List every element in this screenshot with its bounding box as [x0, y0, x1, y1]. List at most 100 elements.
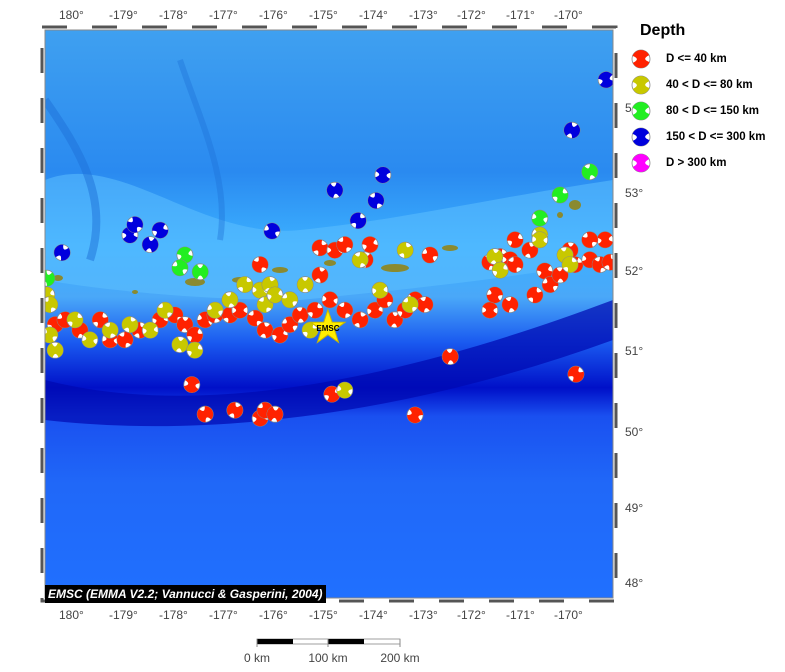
lon-tick-label: -170°: [554, 608, 583, 622]
focal-mechanism: [101, 321, 119, 339]
focal-mechanism: [563, 121, 581, 139]
focal-mechanism: [256, 321, 274, 339]
focal-mechanism: [156, 301, 174, 319]
lon-tick-label: -174°: [359, 8, 388, 22]
lon-tick-label: -174°: [359, 608, 388, 622]
focal-mechanism: [176, 246, 194, 264]
focal-mechanism: [236, 276, 254, 294]
legend-item: 80 < D <= 150 km: [630, 98, 765, 124]
epicenter-label: EMSC: [316, 324, 339, 333]
legend-item: 40 < D <= 80 km: [630, 72, 765, 98]
lon-tick-label: -175°: [309, 608, 338, 622]
focal-mechanism: [226, 401, 244, 419]
legend-title: Depth: [640, 22, 686, 39]
focal-mechanism: [251, 256, 269, 274]
focal-mechanism: [206, 301, 224, 319]
focal-mechanism: [321, 291, 339, 309]
legend-item: D <= 40 km: [630, 46, 765, 72]
lon-tick-label: -170°: [554, 8, 583, 22]
focal-mechanism: [271, 326, 289, 344]
focal-mechanism: [366, 301, 384, 319]
depth-legend: Depth D <= 40 km 40 < D <= 80 km 80 < D <=…: [630, 22, 765, 176]
focal-mechanism: [336, 381, 354, 399]
focal-mechanism: [531, 231, 549, 249]
focal-mechanism: [326, 181, 344, 199]
focal-mechanism: [81, 331, 99, 349]
focal-mechanism: [336, 236, 354, 254]
lat-tick-label: 48°: [625, 576, 644, 590]
lon-tick-label: -177°: [209, 608, 238, 622]
focal-mechanism: [45, 269, 56, 287]
focal-mechanism: [296, 276, 314, 294]
focal-mechanism: [311, 239, 329, 257]
legend-beachball-icon: [631, 49, 651, 69]
focal-mechanism: [416, 296, 434, 314]
lat-tick-label: 51°: [625, 344, 644, 358]
focal-mechanism: [367, 192, 385, 210]
focal-mechanism: [246, 309, 264, 327]
focal-mechanism: [506, 256, 524, 274]
lon-tick-label: -179°: [109, 608, 138, 622]
focal-mechanism: [374, 166, 392, 184]
focal-mechanism: [266, 286, 284, 304]
focal-mechanism: [351, 251, 369, 269]
focal-mechanism: [46, 341, 64, 359]
scale-bar: [256, 638, 401, 647]
focal-mechanism: [506, 231, 524, 249]
focal-mechanism: [406, 406, 424, 424]
lon-tick-label: -178°: [159, 8, 188, 22]
focal-mechanism: [501, 296, 519, 314]
focal-mechanism: [531, 209, 549, 227]
focal-mechanism: [486, 248, 504, 266]
focal-mechanism: [196, 405, 214, 423]
focal-mechanism: [596, 231, 613, 249]
lat-tick-label: 49°: [625, 501, 644, 515]
legend-beachball-icon: [631, 101, 651, 121]
focal-mechanism: [351, 311, 369, 329]
focal-mechanism: [349, 212, 367, 230]
focal-mechanism: [491, 261, 509, 279]
focal-mechanism: [116, 331, 134, 349]
focal-mechanism: [281, 316, 299, 334]
focal-mechanism: [186, 341, 204, 359]
lon-tick-label: -171°: [506, 608, 535, 622]
bathymetry: EMSC: [45, 30, 613, 598]
epicenter-star[interactable]: EMSC: [309, 308, 347, 344]
lon-tick-label: -179°: [109, 8, 138, 22]
focal-mechanism: [171, 336, 189, 354]
legend-label: 80 < D <= 150 km: [666, 105, 760, 117]
focal-mechanism: [291, 306, 309, 324]
focal-mechanism: [141, 236, 159, 254]
lon-tick-label: -173°: [409, 8, 438, 22]
focal-mechanism: [526, 286, 544, 304]
lon-tick-label: -172°: [457, 608, 486, 622]
legend-beachball-icon: [631, 127, 651, 147]
lon-tick-label: 180°: [59, 8, 84, 22]
focal-mechanism: [53, 244, 71, 262]
focal-mechanism: [486, 286, 504, 304]
focal-mechanism: [141, 321, 159, 339]
lon-tick-label: -175°: [309, 8, 338, 22]
focal-mechanism: [597, 71, 613, 89]
focal-mechanism: [183, 376, 201, 394]
focal-mechanism: [121, 316, 139, 334]
lat-tick-label: 52°: [625, 264, 644, 278]
lon-tick-label: -171°: [506, 8, 535, 22]
focal-mechanism: [396, 241, 414, 259]
map-frame-ticks: [40, 25, 618, 603]
lat-tick-label: 50°: [625, 425, 644, 439]
focal-mechanism: [231, 301, 249, 319]
attribution: EMSC (EMMA V2.2; Vannucci & Gasperini, 2…: [45, 585, 326, 603]
focal-mechanism: [263, 222, 281, 240]
lon-tick-label: -173°: [409, 608, 438, 622]
focal-mechanism: [361, 236, 379, 254]
focal-mechanism: [561, 256, 579, 274]
lon-tick-label: 180°: [59, 608, 84, 622]
legend-item: 150 < D <= 300 km: [630, 124, 765, 150]
scale-label-0: 0 km: [243, 651, 271, 665]
lon-tick-label: -172°: [457, 8, 486, 22]
focal-mechanism: [151, 221, 169, 239]
focal-mechanism: [336, 301, 354, 319]
scale-label-200: 200 km: [380, 651, 420, 665]
lon-tick-label: -176°: [259, 608, 288, 622]
